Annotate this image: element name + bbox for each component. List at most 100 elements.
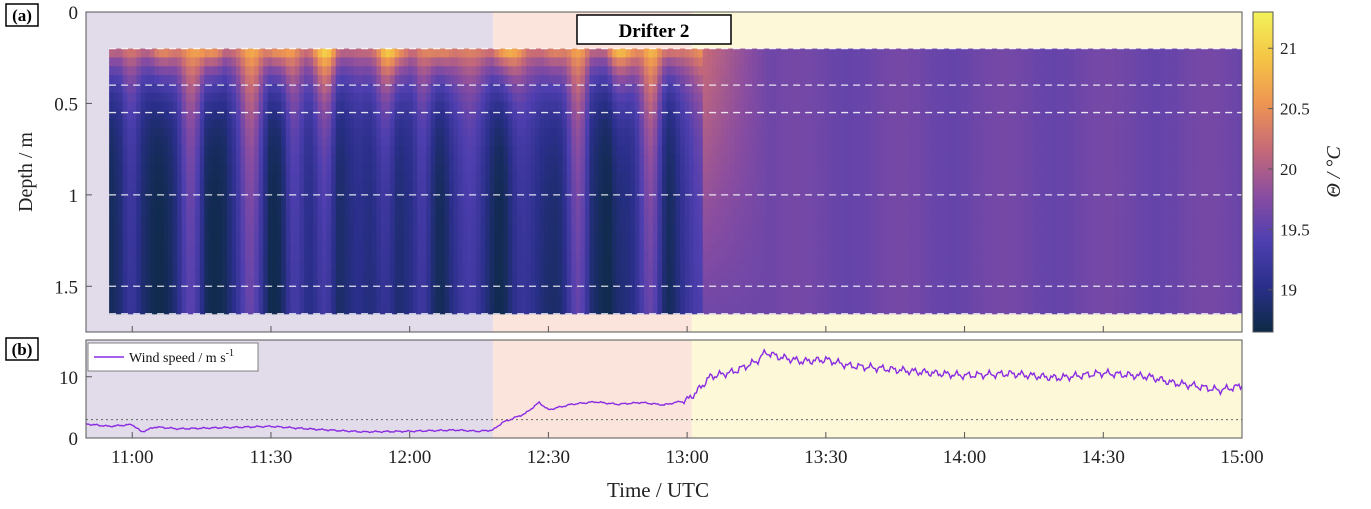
heatmap-cell [217, 145, 224, 156]
heatmap-cell [820, 207, 826, 218]
heatmap-cell [145, 128, 151, 138]
heatmap-cell [652, 251, 659, 262]
heatmap-cell [349, 57, 355, 67]
heatmap-cell [213, 154, 219, 165]
heatmap-cell [761, 243, 767, 253]
heatmap-cell [113, 48, 119, 59]
heatmap-cell [607, 48, 613, 59]
heatmap-cell [458, 66, 464, 76]
heatmap-cell [390, 296, 396, 306]
heatmap-cell [122, 278, 128, 288]
heatmap-cell [172, 287, 178, 297]
heatmap-cell [689, 92, 695, 103]
heatmap-cell [852, 304, 858, 315]
heatmap-cell [149, 225, 156, 235]
heatmap-cell [748, 145, 754, 156]
heatmap-cell [643, 225, 649, 235]
heatmap-cell [811, 136, 817, 147]
heatmap-cell [335, 75, 341, 85]
heatmap-cell [190, 198, 196, 209]
heatmap-cell [308, 101, 314, 112]
heatmap-cell [136, 287, 142, 297]
heatmap-cell [625, 287, 631, 297]
heatmap-cell [648, 101, 654, 112]
heatmap-cell [417, 136, 423, 147]
heatmap-cell [467, 75, 473, 85]
heatmap-cell [720, 304, 727, 315]
heatmap-cell [462, 83, 468, 94]
heatmap-cell [630, 48, 636, 59]
heatmap-cell [802, 48, 808, 59]
heatmap-cell [571, 145, 577, 156]
heatmap-cell [281, 75, 287, 85]
heatmap-cell [716, 207, 722, 218]
heatmap-cell [612, 278, 618, 288]
heatmap-cell [208, 110, 214, 120]
heatmap-cell [702, 269, 708, 279]
heatmap-cell [544, 110, 550, 120]
heatmap-cell [149, 278, 156, 288]
heatmap-cell [331, 243, 337, 253]
heatmap-cell [236, 243, 242, 253]
heatmap-cell [430, 66, 436, 76]
heatmap-cell [748, 296, 754, 306]
heatmap-cell [113, 304, 119, 315]
heatmap-cell [285, 296, 291, 306]
heatmap-cell [562, 92, 568, 103]
heatmap-cell [408, 83, 414, 94]
heatmap-cell [648, 225, 654, 235]
heatmap-cell [113, 207, 119, 218]
heatmap-cell [838, 207, 844, 218]
heatmap-cell [303, 145, 310, 156]
heatmap-cell [702, 278, 708, 288]
heatmap-cell [349, 216, 355, 226]
heatmap-cell [557, 101, 563, 112]
heatmap-cell [811, 260, 817, 271]
heatmap-cell [158, 287, 165, 297]
heatmap-cell [856, 75, 862, 85]
heatmap-cell [734, 207, 740, 218]
heatmap-cell [448, 243, 455, 253]
heatmap-cell [471, 145, 477, 156]
heatmap-cell [526, 260, 532, 271]
heatmap-cell [630, 304, 636, 315]
heatmap-cell [603, 278, 609, 288]
heatmap-cell [571, 48, 577, 59]
heatmap-cell [353, 296, 359, 306]
heatmap-cell [847, 269, 853, 279]
heatmap-cell [317, 287, 323, 297]
heatmap-cell [118, 243, 124, 253]
heatmap-cell [195, 154, 201, 165]
heatmap-cell [467, 234, 473, 244]
heatmap-cell [462, 304, 468, 315]
heatmap-cell [236, 92, 242, 103]
heatmap-cell [684, 101, 690, 112]
heatmap-cell [707, 304, 713, 315]
heatmap-cell [512, 225, 518, 235]
heatmap-cell [426, 181, 432, 191]
heatmap-cell [675, 136, 681, 147]
heatmap-cell [603, 287, 609, 297]
heatmap-cell [267, 296, 273, 306]
heatmap-cell [834, 304, 840, 315]
heatmap-cell [186, 181, 192, 191]
heatmap-cell [630, 75, 636, 85]
heatmap-cell [471, 172, 477, 182]
heatmap-cell [675, 260, 681, 271]
heatmap-cell [254, 128, 260, 138]
heatmap-cell [720, 260, 727, 271]
heatmap-cell [122, 163, 128, 173]
heatmap-cell [299, 119, 305, 129]
heatmap-cell [249, 304, 255, 315]
heatmap-cell [757, 154, 763, 165]
heatmap-cell [190, 234, 196, 244]
heatmap-cell [652, 48, 659, 59]
heatmap-cell [408, 198, 414, 209]
heatmap-cell [195, 251, 201, 262]
heatmap-cell [276, 145, 282, 156]
heatmap-cell [403, 269, 409, 279]
heatmap-cell [625, 269, 631, 279]
heatmap-cell [639, 75, 645, 85]
heatmap-cell [526, 269, 532, 279]
heatmap-cell [177, 83, 183, 94]
